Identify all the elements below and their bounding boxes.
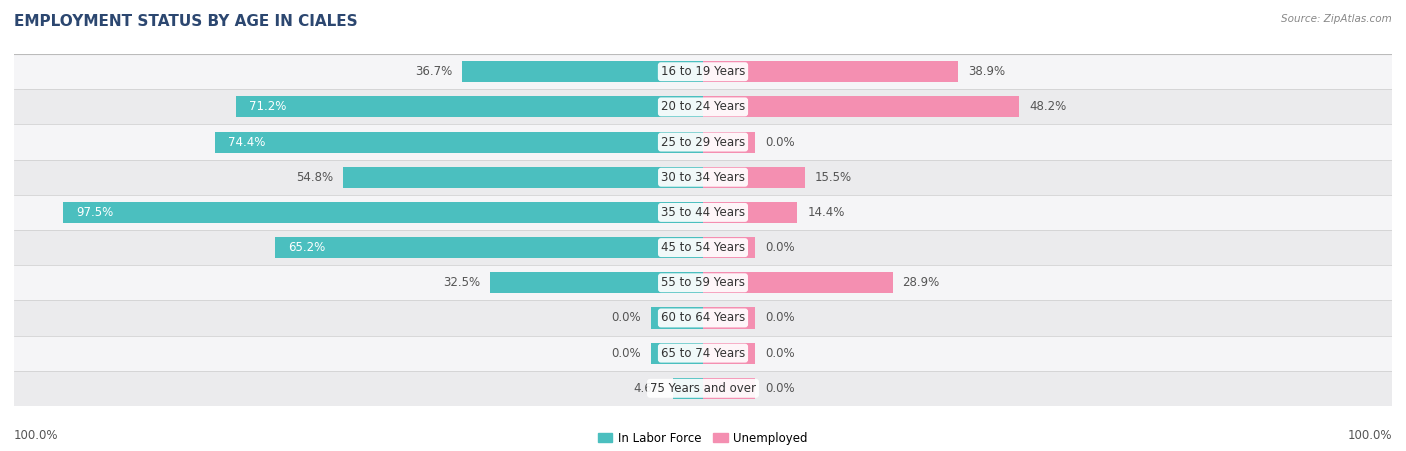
- Bar: [703, 97, 1019, 117]
- Bar: [673, 378, 703, 399]
- Bar: [703, 132, 755, 152]
- Text: 16 to 19 Years: 16 to 19 Years: [661, 65, 745, 78]
- Text: 48.2%: 48.2%: [1029, 101, 1066, 113]
- Bar: [463, 61, 703, 82]
- Text: EMPLOYMENT STATUS BY AGE IN CIALES: EMPLOYMENT STATUS BY AGE IN CIALES: [14, 14, 357, 28]
- Text: 45 to 54 Years: 45 to 54 Years: [661, 241, 745, 254]
- Text: 38.9%: 38.9%: [969, 65, 1005, 78]
- Text: 100.0%: 100.0%: [1347, 429, 1392, 442]
- Bar: [14, 160, 1392, 195]
- Bar: [215, 132, 703, 152]
- Bar: [14, 195, 1392, 230]
- Bar: [14, 89, 1392, 124]
- Text: 4.6%: 4.6%: [633, 382, 664, 395]
- Text: 75 Years and over: 75 Years and over: [650, 382, 756, 395]
- Bar: [703, 343, 755, 364]
- Bar: [703, 237, 755, 258]
- Bar: [63, 202, 703, 223]
- Text: 32.5%: 32.5%: [443, 276, 479, 289]
- Bar: [14, 371, 1392, 406]
- Text: 36.7%: 36.7%: [415, 65, 453, 78]
- Bar: [14, 300, 1392, 336]
- Text: 15.5%: 15.5%: [814, 171, 852, 184]
- Bar: [14, 124, 1392, 160]
- Text: 0.0%: 0.0%: [612, 312, 641, 324]
- Bar: [651, 343, 703, 364]
- Text: 97.5%: 97.5%: [76, 206, 114, 219]
- Text: 30 to 34 Years: 30 to 34 Years: [661, 171, 745, 184]
- Bar: [276, 237, 703, 258]
- Bar: [703, 378, 755, 399]
- Text: 0.0%: 0.0%: [765, 241, 794, 254]
- Bar: [703, 202, 797, 223]
- Text: 14.4%: 14.4%: [807, 206, 845, 219]
- Text: 65 to 74 Years: 65 to 74 Years: [661, 347, 745, 359]
- Bar: [343, 167, 703, 188]
- Bar: [14, 265, 1392, 300]
- Bar: [703, 272, 893, 293]
- Text: 20 to 24 Years: 20 to 24 Years: [661, 101, 745, 113]
- Text: 54.8%: 54.8%: [297, 171, 333, 184]
- Text: 25 to 29 Years: 25 to 29 Years: [661, 136, 745, 148]
- Bar: [489, 272, 703, 293]
- Text: 0.0%: 0.0%: [612, 347, 641, 359]
- Text: 0.0%: 0.0%: [765, 382, 794, 395]
- Legend: In Labor Force, Unemployed: In Labor Force, Unemployed: [593, 427, 813, 449]
- Bar: [703, 308, 755, 328]
- Text: 0.0%: 0.0%: [765, 136, 794, 148]
- Bar: [703, 167, 804, 188]
- Bar: [236, 97, 703, 117]
- Text: 35 to 44 Years: 35 to 44 Years: [661, 206, 745, 219]
- Bar: [14, 336, 1392, 371]
- Bar: [14, 230, 1392, 265]
- Text: 71.2%: 71.2%: [249, 101, 287, 113]
- Bar: [651, 308, 703, 328]
- Text: 60 to 64 Years: 60 to 64 Years: [661, 312, 745, 324]
- Text: 74.4%: 74.4%: [228, 136, 266, 148]
- Text: 100.0%: 100.0%: [14, 429, 59, 442]
- Text: 55 to 59 Years: 55 to 59 Years: [661, 276, 745, 289]
- Text: 0.0%: 0.0%: [765, 312, 794, 324]
- Text: 0.0%: 0.0%: [765, 347, 794, 359]
- Text: Source: ZipAtlas.com: Source: ZipAtlas.com: [1281, 14, 1392, 23]
- Text: 65.2%: 65.2%: [288, 241, 326, 254]
- Bar: [703, 61, 959, 82]
- Text: 28.9%: 28.9%: [903, 276, 939, 289]
- Bar: [14, 54, 1392, 89]
